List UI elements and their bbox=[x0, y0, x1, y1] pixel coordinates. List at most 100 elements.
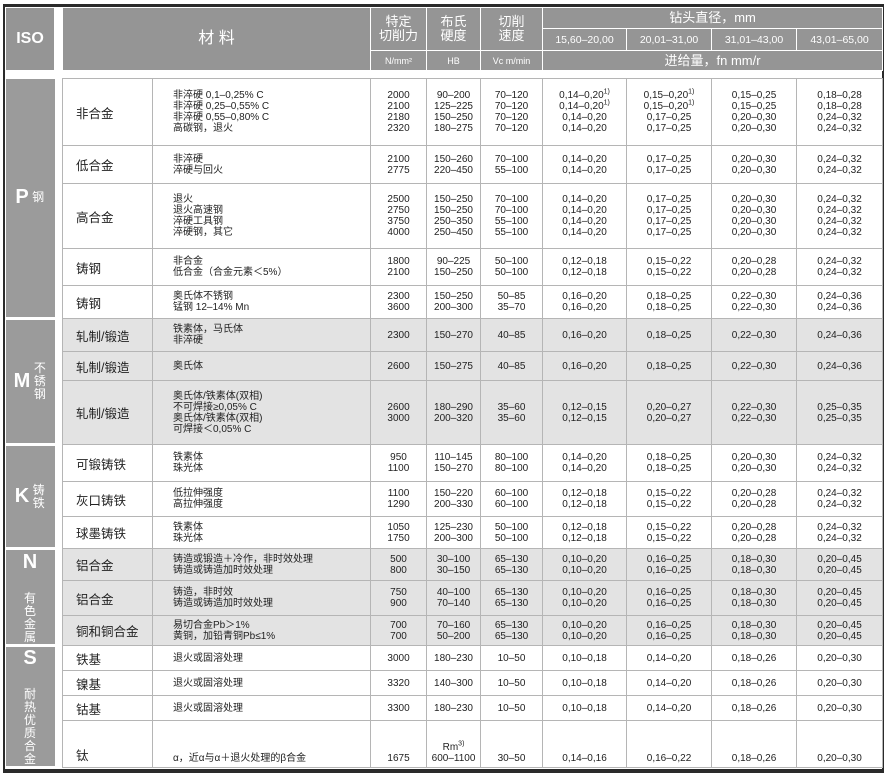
cutting-speed-line: 70–120 bbox=[494, 90, 529, 101]
feed-value: 0,18–0,26 bbox=[731, 702, 777, 714]
feed-rate-d2: 0,15–0,22 0,15–0,22 bbox=[626, 248, 713, 286]
feed-rate-d1: 0,14–0,16 bbox=[542, 720, 628, 768]
brinell-hardness-line: 50–200 bbox=[436, 630, 471, 642]
feed-value: 0,17–0,25 bbox=[646, 194, 692, 205]
description-line: 铁素体，马氏体 bbox=[173, 324, 243, 335]
description-line: 非淬硬 bbox=[173, 335, 203, 346]
material-description: 低拉伸强度 高拉伸强度 bbox=[151, 481, 372, 517]
cutting-force: 2000 2100 2180 2320 bbox=[370, 78, 428, 146]
header-hardness: 布氏 硬度 bbox=[426, 7, 482, 51]
feed-value: 0,14–0,20 bbox=[562, 112, 607, 123]
cutting-speed-line: 70–120 bbox=[494, 101, 529, 112]
cutting-force: 1675 bbox=[370, 720, 428, 768]
feed-value: 0,10–0,20 bbox=[562, 598, 607, 609]
feed-value: 0,18–0,30 bbox=[731, 564, 777, 576]
feed-rate-d4: 0,20–0,45 0,20–0,45 bbox=[796, 548, 884, 581]
brinell-hardness-line: 110–145 bbox=[434, 452, 473, 463]
material-group: 铝合金 bbox=[62, 580, 153, 616]
cutting-force-line: 2000 bbox=[387, 90, 410, 101]
feed-value: 0,20–0,30 bbox=[731, 123, 777, 134]
iso-letter: S bbox=[23, 647, 37, 669]
feed-value: 0,20–0,30 bbox=[731, 194, 777, 205]
feed-value: 0,14–0,20 bbox=[646, 652, 692, 664]
brinell-hardness-line: 40–100 bbox=[436, 587, 471, 598]
feed-rate-d3: 0,15–0,25 0,15–0,25 0,20–0,30 0,20–0,30 bbox=[711, 78, 798, 146]
feed-value: 0,24–0,32 bbox=[817, 488, 862, 499]
feed-rate-d4: 0,20–0,30 bbox=[796, 644, 884, 672]
brinell-hardness-line: 200–320 bbox=[434, 412, 473, 424]
feed-value: 0,24–0,36 bbox=[817, 291, 862, 302]
feed-value-footnote: 1) bbox=[688, 99, 695, 107]
description-line: 可焊接＜0,05% C bbox=[173, 423, 252, 435]
feed-rate-d2: 0,16–0,25 0,16–0,25 bbox=[626, 548, 713, 581]
feed-value: 0,14–0,20 bbox=[646, 677, 692, 689]
brinell-hardness-line: 90–200 bbox=[436, 90, 471, 101]
cutting-force-line: 2100 bbox=[387, 267, 410, 278]
cutting-force-line: 3750 bbox=[387, 216, 410, 227]
brinell-hardness-line: Rm3) bbox=[427, 741, 480, 753]
iso-letter: N bbox=[22, 550, 38, 573]
cutting-force-line: 2300 bbox=[387, 329, 410, 341]
feed-rate-d2: 0,16–0,25 0,16–0,25 bbox=[626, 580, 713, 616]
description-line: 非淬硬 0,55–0,80% C bbox=[173, 112, 270, 123]
brinell-hardness: 30–100 30–150 bbox=[426, 548, 482, 581]
cutting-speed: 65–130 65–130 bbox=[480, 615, 544, 646]
header-feed-rate: 进给量，fn mm/r bbox=[542, 50, 884, 71]
cutting-force-line: 2600 bbox=[387, 360, 410, 372]
feed-rate-d3: 0,20–0,30 0,20–0,30 bbox=[711, 444, 798, 482]
iso-group-S: S 耐热优质合金 bbox=[5, 645, 55, 769]
feed-value: 0,10–0,20 bbox=[562, 630, 607, 642]
cutting-speed-line: 55–100 bbox=[494, 227, 529, 238]
iso-group-label: 铸铁 bbox=[32, 482, 45, 510]
cutting-force: 2300 bbox=[370, 318, 428, 352]
cutting-speed-line: 65–130 bbox=[494, 587, 529, 598]
brinell-hardness: Rm3) 600–1100 bbox=[426, 720, 482, 768]
brinell-hardness-line: 150–250 bbox=[434, 112, 473, 123]
cutting-speed-line: 65–130 bbox=[494, 598, 529, 609]
cutting-force-line: 1100 bbox=[387, 488, 410, 499]
cutting-speed: 10–50 bbox=[480, 670, 544, 697]
feed-value: 0,12–0,18 bbox=[562, 532, 607, 544]
table-row: 高合金 退火 退火高速钢 淬硬工具钢 淬硬钢，其它 2500 2750 3750 4000 150… bbox=[6, 183, 884, 249]
feed-rate-d3: 0,18–0,26 bbox=[711, 644, 798, 672]
cutting-speed-line: 65–130 bbox=[494, 630, 529, 642]
material-group: 轧制/锻造 bbox=[62, 380, 153, 445]
header-diameter-range: 20,01–31,00 bbox=[626, 28, 713, 51]
feed-value: 0,17–0,25 bbox=[646, 153, 692, 165]
table-row: 铝合金 铸造，非时效 铸造或铸造加时效处理 750 900 40–100 70–140 65–… bbox=[6, 580, 884, 616]
brinell-hardness-line: 150–250 bbox=[434, 267, 473, 278]
feed-value: 0,10–0,18 bbox=[562, 652, 607, 664]
cutting-force: 3000 bbox=[370, 644, 428, 672]
feed-value: 0,18–0,28 bbox=[817, 90, 862, 101]
feed-rate-d1: 0,14–0,20 0,14–0,20 bbox=[542, 444, 628, 482]
brinell-hardness-line: 150–270 bbox=[434, 329, 473, 341]
feed-value-value: 0,15–0,20 bbox=[643, 101, 689, 112]
iso-letter: M bbox=[13, 370, 31, 392]
cutting-speed: 65–130 65–130 bbox=[480, 580, 544, 616]
cutting-speed: 30–50 bbox=[480, 720, 544, 768]
cutting-force-line: 500 bbox=[390, 553, 407, 565]
cutting-force: 750 900 bbox=[370, 580, 428, 616]
feed-value: 0,20–0,30 bbox=[731, 164, 777, 176]
description-line: 淬硬钢，其它 bbox=[173, 227, 233, 238]
material-group: 轧制/锻造 bbox=[62, 351, 153, 381]
feed-rate-d4: 0,20–0,45 0,20–0,45 bbox=[796, 580, 884, 616]
feed-value: 0,18–0,25 bbox=[646, 463, 692, 474]
table-row: 轧制/锻造 奥氏体 2600 150–275 40–85 0,16–0,20 0,18–0,… bbox=[6, 351, 884, 381]
feed-value: 0,24–0,32 bbox=[817, 123, 862, 134]
material-description: 铁素体，马氏体 非淬硬 bbox=[151, 318, 372, 352]
description-line: 退火或固溶处理 bbox=[173, 677, 243, 689]
feed-value: 0,20–0,30 bbox=[731, 205, 777, 216]
brinell-hardness: 150–270 bbox=[426, 318, 482, 352]
feed-value: 0,12–0,18 bbox=[562, 488, 607, 499]
feed-value: 0,17–0,25 bbox=[646, 164, 692, 176]
feed-rate-d2: 0,14–0,20 bbox=[626, 670, 713, 697]
feed-value: 0,24–0,32 bbox=[817, 267, 862, 278]
feed-value: 0,10–0,20 bbox=[562, 619, 607, 631]
feed-value: 0,12–0,18 bbox=[562, 499, 607, 510]
feed-rate-d1: 0,16–0,20 bbox=[542, 351, 628, 381]
brinell-hardness-line: 180–290 bbox=[434, 401, 473, 413]
feed-value: 0,24–0,32 bbox=[817, 532, 862, 544]
cutting-speed-line: 70–100 bbox=[494, 205, 529, 216]
feed-rate-d2: 0,15–0,22 0,15–0,22 bbox=[626, 516, 713, 549]
